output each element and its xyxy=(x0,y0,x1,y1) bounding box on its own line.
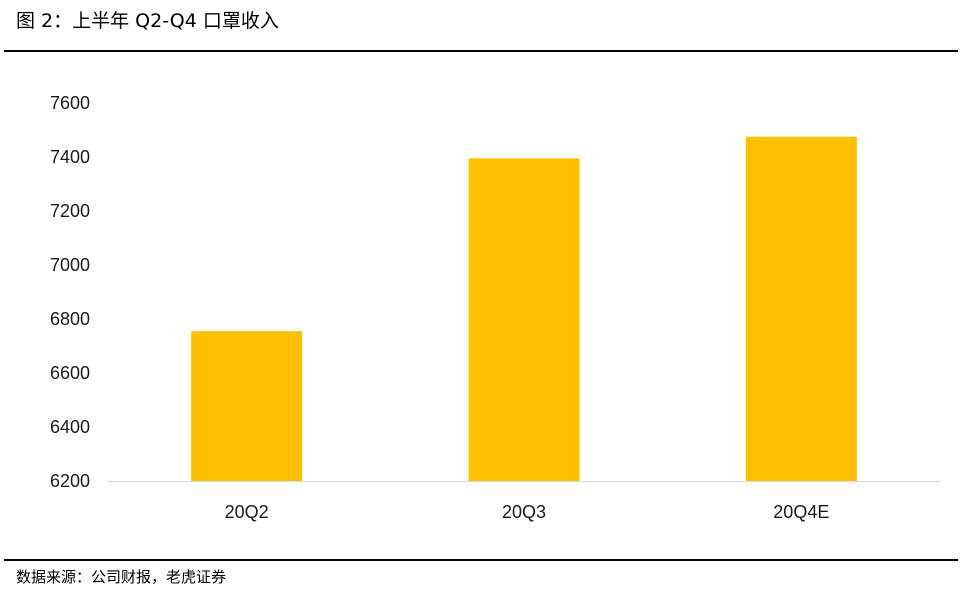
bars xyxy=(191,136,857,481)
bottom-divider xyxy=(4,559,958,561)
y-tick-label: 6200 xyxy=(50,471,90,491)
x-tick-label: 20Q3 xyxy=(502,502,546,522)
y-tick-label: 7600 xyxy=(50,93,90,113)
y-tick-label: 6800 xyxy=(50,309,90,329)
figure-title: 图 2：上半年 Q2-Q4 口罩收入 xyxy=(16,10,279,32)
bar-20q4e xyxy=(745,136,857,481)
bar-20q3 xyxy=(468,158,580,481)
x-axis-tick-labels: 20Q2 20Q3 20Q4E xyxy=(225,502,830,522)
x-tick-label: 20Q4E xyxy=(773,502,829,522)
y-tick-label: 7000 xyxy=(50,255,90,275)
top-divider xyxy=(4,50,958,52)
y-tick-label: 6400 xyxy=(50,417,90,437)
x-tick-label: 20Q2 xyxy=(225,502,269,522)
bar-20q2 xyxy=(191,331,303,481)
y-axis-tick-labels: 6200 6400 6600 6800 7000 7200 7400 7600 xyxy=(50,93,90,491)
y-tick-label: 6600 xyxy=(50,363,90,383)
y-tick-label: 7400 xyxy=(50,147,90,167)
y-tick-label: 7200 xyxy=(50,201,90,221)
source-note: 数据来源：公司财报，老虎证券 xyxy=(16,568,227,586)
